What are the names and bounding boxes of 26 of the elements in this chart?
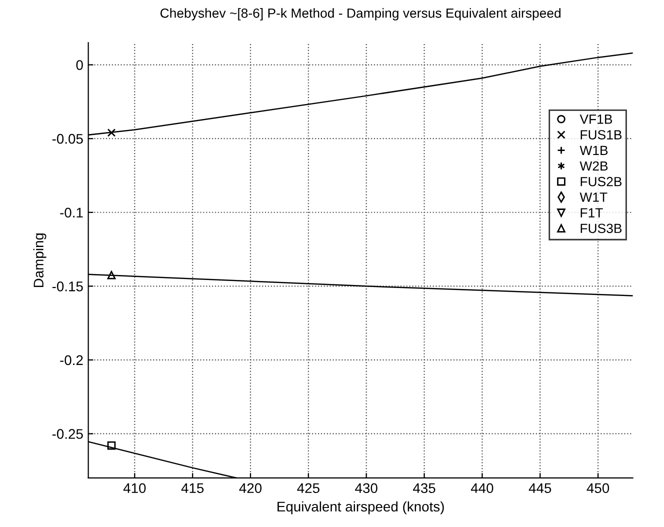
y-tick-label: -0.25: [52, 429, 83, 439]
y-tick-label: -0.05: [52, 134, 83, 144]
x-tick-label: 450: [586, 483, 610, 494]
x-axis-title: Equivalent airspeed (knots): [278, 501, 444, 514]
y-tick-label: -0.15: [52, 281, 83, 292]
y-axis-title: Damping: [33, 233, 46, 287]
y-tick-label: -0.2: [60, 355, 83, 366]
legend-label: FUS3B: [580, 224, 622, 234]
x-tick-label: 415: [181, 483, 204, 494]
x-tick-label: 440: [470, 483, 494, 494]
x-tick-label: 435: [413, 483, 436, 494]
y-tick-label: 0: [76, 60, 83, 70]
x-tick-label: 425: [297, 483, 320, 494]
legend-label: FUS2B: [580, 176, 622, 186]
legend-label: W1T: [580, 192, 608, 202]
x-tick-label: 420: [239, 483, 262, 494]
legend-label: F1T: [580, 208, 603, 218]
legend-label: VF1B: [580, 114, 612, 124]
y-tick-label: -0.1: [60, 208, 83, 218]
chart-title: Chebyshev ~[8-6] P-k Method - Damping versus Equivalent airspeed: [160, 8, 560, 20]
legend-label: W1B: [580, 146, 608, 155]
x-tick-label: 410: [123, 483, 146, 494]
x-tick-label: 430: [355, 483, 378, 494]
legend-label: W2B: [580, 161, 608, 171]
legend-label: FUS1B: [580, 130, 622, 140]
x-tick-label: 445: [528, 483, 552, 494]
